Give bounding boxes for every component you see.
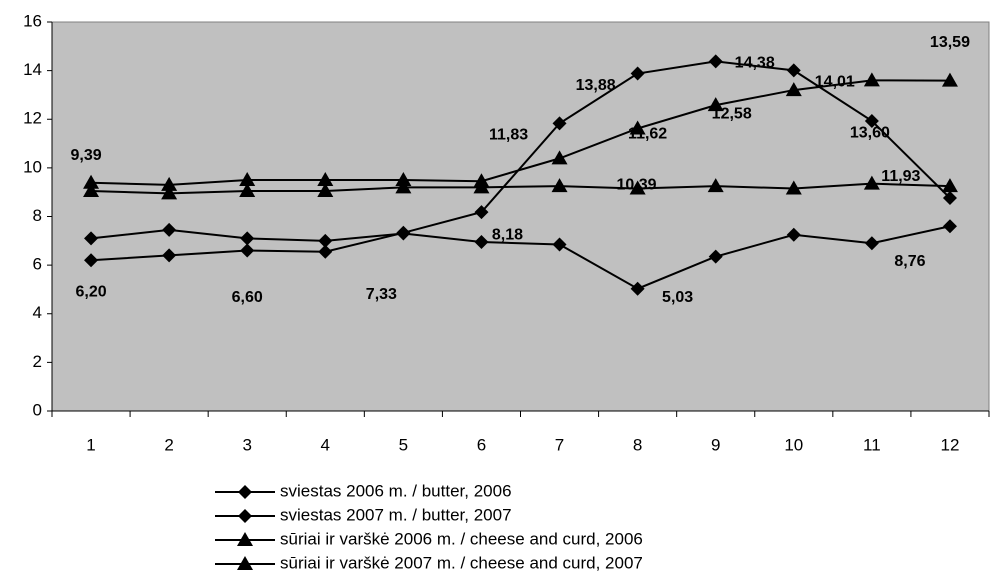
- y-tick-label: 2: [33, 352, 42, 371]
- series-line: [91, 182, 950, 195]
- triangle-marker: [473, 179, 490, 194]
- diamond-marker: [786, 63, 801, 78]
- diamond-marker: [708, 249, 723, 264]
- y-tick-label: 8: [33, 206, 42, 225]
- diamond-marker: [238, 509, 252, 523]
- y-tick-label: 14: [23, 60, 42, 79]
- x-tick-label: 12: [940, 435, 959, 454]
- series-line: [91, 79, 950, 186]
- triangle-marker: [395, 179, 412, 194]
- x-tick-label: 4: [321, 435, 330, 454]
- value-label: 14,38: [735, 55, 775, 72]
- diamond-marker: [162, 248, 177, 263]
- triangle-marker: [551, 178, 568, 193]
- triangle-marker: [239, 172, 256, 187]
- legend-label: sviestas 2006 m. / butter, 2006: [280, 481, 512, 500]
- value-label: 5,03: [662, 289, 693, 306]
- y-tick-label: 6: [33, 255, 42, 274]
- value-label: 6,20: [75, 283, 106, 300]
- y-tick-label: 4: [33, 303, 42, 322]
- triangle-marker: [83, 174, 100, 189]
- triangle-marker: [551, 150, 568, 165]
- legend-label: sūriai ir varškė 2007 m. / cheese and cu…: [280, 553, 643, 572]
- diamond-marker: [708, 54, 723, 69]
- series-line: [90, 60, 951, 262]
- x-tick-label: 11: [863, 435, 881, 454]
- value-label: 13,59: [930, 34, 970, 51]
- value-label: 12,58: [712, 105, 752, 122]
- y-tick-label: 12: [23, 109, 42, 128]
- diamond-marker: [552, 237, 567, 252]
- triangle-marker: [161, 176, 178, 191]
- x-tick-label: 5: [399, 435, 408, 454]
- diamond-marker: [396, 226, 411, 241]
- x-tick-label: 6: [477, 435, 486, 454]
- diamond-marker: [84, 231, 99, 246]
- diamond-marker: [864, 113, 879, 128]
- diamond-marker: [238, 485, 252, 499]
- y-tick-label: 0: [33, 400, 42, 419]
- diamond-marker: [240, 231, 255, 246]
- value-label: 9,39: [70, 147, 101, 164]
- triangle-marker: [707, 178, 724, 193]
- triangle-marker: [785, 180, 802, 195]
- diamond-marker: [942, 191, 957, 206]
- x-tick-label: 9: [711, 435, 720, 454]
- triangle-marker: [785, 82, 802, 97]
- triangle-marker: [629, 120, 646, 135]
- triangle-marker: [863, 72, 880, 87]
- triangle-marker: [629, 180, 646, 195]
- triangle-marker: [395, 172, 412, 187]
- diamond-marker: [864, 236, 879, 251]
- legend-label: sūriai ir varškė 2006 m. / cheese and cu…: [280, 529, 643, 548]
- diamond-marker: [552, 116, 567, 131]
- x-tick-label: 2: [164, 435, 173, 454]
- triangle-marker: [863, 175, 880, 190]
- diamond-marker: [474, 235, 489, 250]
- diamond-marker: [630, 281, 645, 296]
- diamond-marker: [318, 244, 333, 259]
- triangle-marker: [317, 172, 334, 187]
- legend-label: sviestas 2007 m. / butter, 2007: [280, 505, 512, 524]
- x-tick-label: 8: [633, 435, 642, 454]
- value-label: 7,33: [366, 286, 397, 303]
- triangle-marker: [161, 185, 178, 200]
- value-label: 8,18: [492, 226, 523, 243]
- triangle-marker: [237, 556, 253, 570]
- value-label: 13,60: [850, 125, 890, 142]
- value-label: 11,83: [489, 127, 528, 144]
- x-tick-label: 7: [555, 435, 564, 454]
- value-label: 8,76: [894, 253, 925, 270]
- value-label: 11,62: [628, 126, 667, 143]
- triangle-marker: [941, 72, 958, 87]
- value-label: 11,93: [881, 168, 920, 185]
- triangle-marker: [239, 182, 256, 197]
- x-tick-label: 1: [86, 435, 95, 454]
- diamond-marker: [474, 205, 489, 220]
- value-label: 14,01: [815, 74, 855, 91]
- diamond-marker: [786, 227, 801, 242]
- x-tick-label: 10: [784, 435, 803, 454]
- y-tick-label: 10: [23, 157, 42, 176]
- triangle-marker: [317, 182, 334, 197]
- x-tick-label: 3: [242, 435, 251, 454]
- diamond-marker: [84, 253, 99, 268]
- triangle-marker: [237, 532, 253, 546]
- diamond-marker: [318, 233, 333, 248]
- triangle-marker: [707, 97, 724, 112]
- y-tick-label: 16: [23, 11, 42, 30]
- diamond-marker: [630, 66, 645, 81]
- diamond-marker: [942, 219, 957, 234]
- series-line: [90, 225, 951, 290]
- value-label: 13,88: [576, 77, 616, 94]
- diamond-marker: [162, 222, 177, 237]
- plot-area: [51, 21, 990, 412]
- triangle-marker: [941, 178, 958, 193]
- diamond-marker: [240, 243, 255, 258]
- triangle-marker: [83, 182, 100, 197]
- value-label: 6,60: [232, 289, 263, 306]
